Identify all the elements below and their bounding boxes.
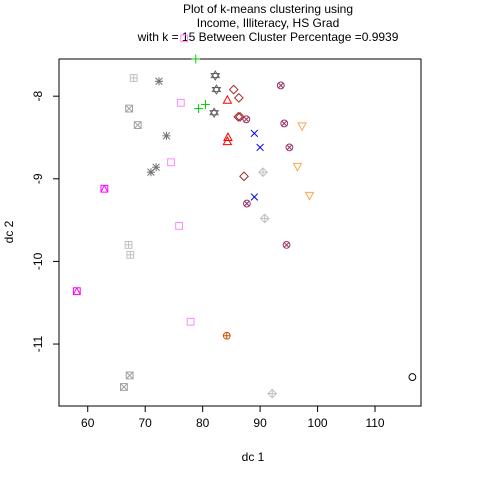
data-point-cluster-11-star-of-david [211, 84, 222, 95]
data-point-cluster-2-triangle [222, 94, 233, 104]
data-point-cluster-4-x [250, 193, 259, 201]
data-point-cluster-7-boxed-x [125, 104, 134, 113]
data-point-cluster-9-diamond-plus [258, 167, 268, 178]
y-tick-label: -8 [31, 91, 45, 102]
data-point-cluster-5-diamond [233, 92, 244, 103]
data-point-cluster-12-square-plus [124, 240, 133, 249]
data-point-cluster-15-square [180, 34, 189, 43]
x-tick-label: 100 [308, 416, 328, 430]
x-tick-label: 110 [365, 416, 384, 430]
data-point-cluster-5-diamond [233, 111, 244, 122]
data-point-cluster-6-inverted-triangle [292, 162, 303, 172]
data-point-cluster-1-circle [408, 373, 417, 381]
x-tick-label: 70 [139, 416, 153, 430]
data-point-cluster-4-x [250, 129, 259, 138]
x-tick-label: 90 [253, 416, 267, 430]
data-point-cluster-11-star-of-david [210, 70, 221, 81]
data-point-cluster-11-star-of-david [209, 107, 220, 119]
data-point-cluster-14-square-triangle [72, 287, 81, 296]
x-tick-label: 80 [196, 416, 210, 430]
data-point-cluster-9-diamond-plus [259, 213, 270, 224]
chart-title-line-2: Income, Illiteracy, HS Grad [197, 16, 340, 30]
chart-title-line-3: with k = 15 Between Cluster Percentage =… [137, 30, 399, 44]
data-point-cluster-13-circle-x [276, 81, 285, 90]
data-point-cluster-5-diamond [239, 171, 249, 182]
x-axis: 60 70 80 90 100 110 [81, 406, 385, 430]
data-point-cluster-3-plus [201, 100, 210, 109]
data-point-cluster-12-square-plus [129, 74, 138, 82]
data-point-cluster-8-asterisk [162, 131, 171, 140]
data-point-cluster-13-circle-x [280, 119, 289, 128]
data-point-cluster-15-square [186, 317, 195, 326]
data-points [72, 34, 417, 399]
chart-title: Plot of k-means clustering using Income,… [137, 2, 399, 44]
y-tick-label: -9 [31, 173, 45, 184]
data-point-cluster-15-square [167, 158, 175, 167]
y-tick-label: -11 [31, 335, 45, 352]
y-axis: -8 -9 -10 -11 [31, 91, 59, 352]
data-point-cluster-13-circle-x [285, 143, 294, 152]
x-tick-label: 60 [81, 416, 95, 430]
data-point-cluster-7-boxed-x [120, 383, 128, 391]
data-point-cluster-15-square [175, 221, 183, 230]
data-point-cluster-6-inverted-triangle [304, 191, 315, 201]
data-point-cluster-12-square-plus [126, 250, 135, 259]
chart-title-line-1: Plot of k-means clustering using [183, 2, 353, 16]
y-axis-label: dc 2 [2, 220, 16, 243]
plot-frame [58, 58, 422, 407]
data-point-cluster-13-circle-x [282, 240, 291, 249]
x-axis-label: dc 1 [242, 450, 265, 464]
data-point-cluster-7-boxed-x [125, 371, 134, 380]
data-point-cluster-8-asterisk [154, 77, 163, 86]
data-point-cluster-7-boxed-x [133, 121, 142, 129]
data-point-cluster-8-asterisk [146, 168, 155, 177]
data-point-cluster-5-diamond [235, 111, 245, 122]
data-point-cluster-14-square-triangle [100, 184, 109, 193]
data-point-cluster-15-square [176, 98, 185, 107]
data-point-cluster-10-circle-plus [222, 331, 231, 340]
data-point-cluster-5-diamond [228, 84, 239, 95]
data-point-cluster-6-inverted-triangle [297, 122, 307, 132]
data-point-cluster-9-diamond-plus [267, 388, 278, 399]
data-point-cluster-3-plus [191, 54, 201, 64]
data-point-cluster-13-circle-x [242, 199, 251, 208]
data-point-cluster-2-triangle [223, 132, 233, 141]
data-point-cluster-4-x [256, 143, 264, 152]
data-point-cluster-3-plus [194, 104, 204, 113]
y-tick-label: -10 [31, 252, 45, 270]
data-point-cluster-2-triangle [222, 136, 233, 146]
data-point-cluster-13-circle-x [242, 115, 251, 124]
